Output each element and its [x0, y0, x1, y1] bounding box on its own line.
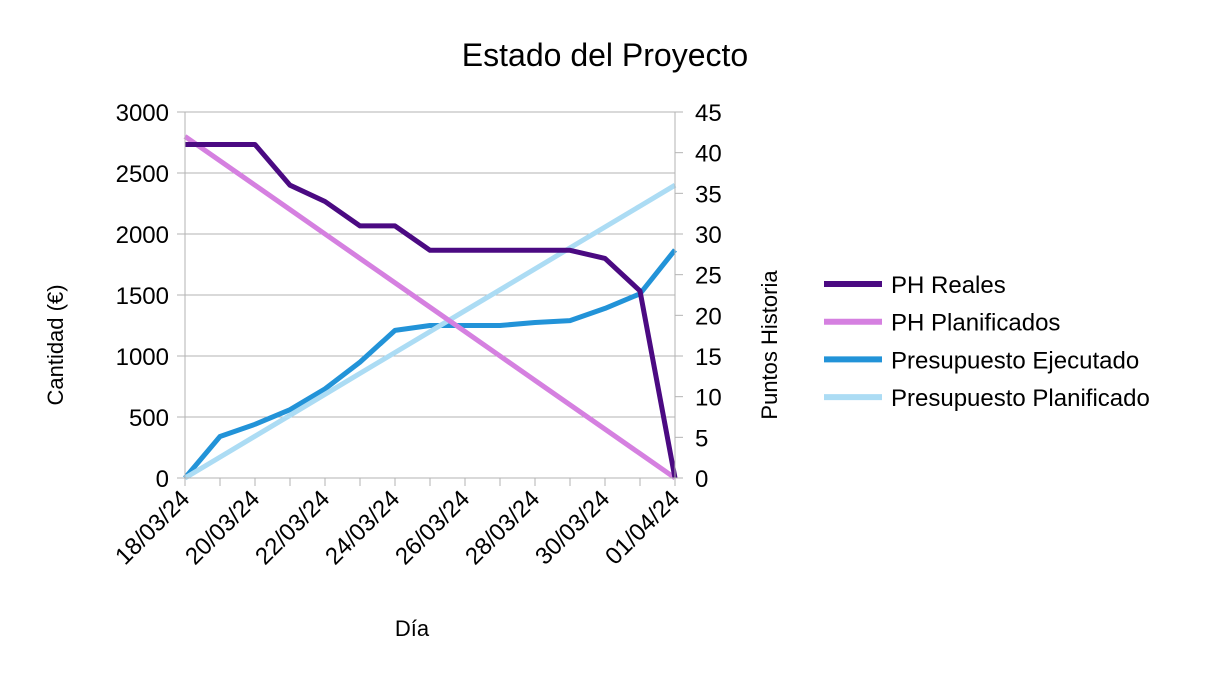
y-right-tick-label: 15 — [695, 344, 722, 371]
x-tick-label: 22/03/24 — [250, 485, 335, 570]
x-ticks: 18/03/2420/03/2422/03/2424/03/2426/03/24… — [110, 478, 685, 570]
series-line-ph-planificados — [183, 134, 677, 481]
legend-label: PH Planificados — [891, 310, 1060, 337]
legend-label: Presupuesto Ejecutado — [891, 347, 1139, 374]
x-tick-label: 20/03/24 — [180, 485, 265, 570]
legend-label: PH Reales — [891, 272, 1006, 299]
y-axis-left-title: Cantidad (€) — [43, 284, 68, 405]
legend-label: Presupuesto Planificado — [891, 385, 1150, 412]
x-tick-label: 18/03/24 — [110, 485, 195, 570]
y-right-tick-label: 35 — [695, 181, 722, 208]
x-axis-title: Día — [395, 616, 430, 641]
y-right-tick-label: 0 — [695, 466, 708, 493]
y-left-tick-label: 2500 — [116, 161, 169, 188]
y-left-tick-label: 3000 — [116, 100, 169, 127]
y-left-ticks: 0 500 1000 1500 2000 2500 3000 — [116, 100, 185, 493]
series-line-presupuesto-planificado — [183, 183, 677, 481]
grid-lines — [185, 111, 675, 418]
series-layer — [183, 134, 678, 481]
x-tick-label: 30/03/24 — [530, 485, 615, 570]
x-tick-label: 28/03/24 — [460, 485, 545, 570]
series-line-ph-reales — [185, 142, 678, 479]
y-right-tick-label: 40 — [695, 141, 722, 168]
y-axis-right-title: Puntos Historia — [757, 270, 782, 420]
y-right-ticks: 0 5 10 15 20 25 30 35 40 45 — [675, 100, 722, 493]
x-tick-label: 24/03/24 — [320, 485, 405, 570]
y-left-tick-label: 0 — [156, 466, 169, 493]
y-left-tick-label: 500 — [129, 405, 169, 432]
x-tick-label: 01/04/24 — [600, 485, 685, 570]
series-line-presupuesto-ejecutado — [183, 248, 677, 480]
y-right-tick-label: 30 — [695, 222, 722, 249]
y-right-tick-label: 45 — [695, 100, 722, 127]
y-right-tick-label: 20 — [695, 303, 722, 330]
chart-title: Estado del Proyecto — [462, 37, 748, 73]
y-right-tick-label: 25 — [695, 263, 722, 290]
y-left-tick-label: 2000 — [116, 222, 169, 249]
legend: PH Reales PH Planificados Presupuesto Ejec… — [824, 272, 1150, 412]
x-tick-label: 26/03/24 — [390, 485, 475, 570]
y-left-tick-label: 1000 — [116, 344, 169, 371]
y-right-tick-label: 5 — [695, 425, 708, 452]
y-right-tick-label: 10 — [695, 385, 722, 412]
y-left-tick-label: 1500 — [116, 283, 169, 310]
